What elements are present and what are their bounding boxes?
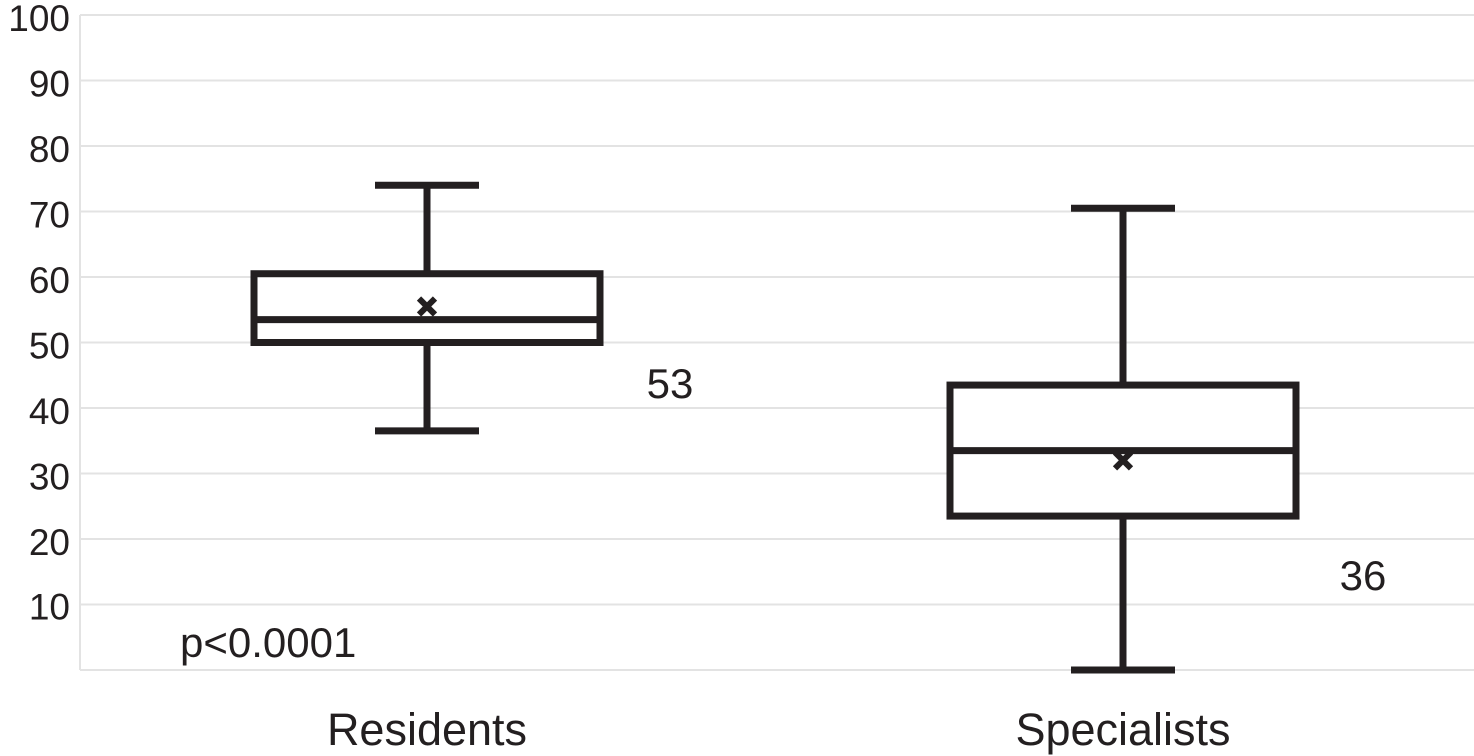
box-residents (250, 181, 604, 435)
mean-marker-stroke (416, 296, 438, 317)
y-tick-label: 90 (29, 64, 70, 105)
y-tick-label: 30 (29, 457, 70, 498)
mean-marker-stroke (1112, 450, 1134, 471)
y-tick-label: 80 (29, 129, 70, 170)
boxes-layer: 53 36 (250, 181, 1387, 674)
mean-marker (416, 296, 438, 317)
box-specialists (946, 204, 1300, 674)
grid-layer (79, 14, 1474, 671)
data-label: 36 (1340, 552, 1387, 599)
x-axis-categories: Residents Specialists (327, 704, 1231, 755)
y-tick-label: 10 (29, 587, 70, 628)
mean-marker (1112, 450, 1134, 471)
y-tick-label: 100 (8, 0, 70, 39)
y-axis-ticks: 10 20 30 40 50 60 70 80 90 100 (8, 0, 70, 628)
annotations-layer: p<0.0001 (180, 619, 356, 666)
p-value-annotation: p<0.0001 (180, 619, 356, 666)
category-label: Residents (327, 704, 527, 755)
category-label: Specialists (1015, 704, 1230, 755)
y-tick-label: 50 (29, 326, 70, 367)
y-tick-label: 20 (29, 522, 70, 563)
data-label: 53 (647, 360, 694, 407)
y-tick-label: 60 (29, 260, 70, 301)
y-tick-label: 70 (29, 195, 70, 236)
y-tick-label: 40 (29, 391, 70, 432)
